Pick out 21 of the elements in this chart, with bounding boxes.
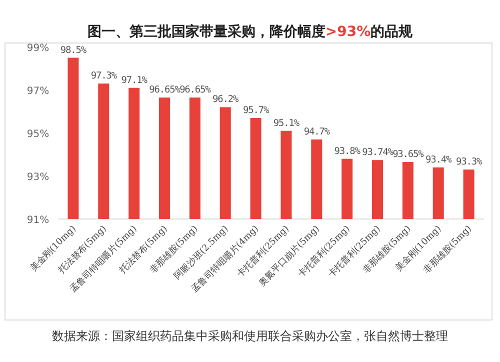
data-label: 94.7%	[304, 126, 330, 138]
data-label: 93.65%	[392, 149, 424, 160]
chart-title: 图一、第三批国家带量采购，降价幅度>93%的品规	[87, 23, 414, 40]
y-tick-label: 99%	[26, 43, 50, 54]
data-label: 93.4%	[426, 154, 452, 166]
y-tick-label: 97%	[26, 86, 50, 97]
y-tick-label: 91%	[26, 215, 50, 226]
data-label: 98.5%	[60, 44, 87, 56]
data-label: 95.1%	[273, 118, 300, 129]
data-label: 97.3%	[90, 70, 118, 82]
data-label: 96.65%	[180, 84, 212, 96]
y-tick-label: 95%	[26, 129, 50, 140]
data-label: 93.8%	[334, 146, 361, 157]
data-label: 93.74%	[362, 147, 394, 158]
data-label: 96.65%	[149, 84, 181, 96]
data-label: 93.3%	[456, 156, 482, 168]
data-label: 95.7%	[242, 104, 270, 116]
y-tick-label: 93%	[26, 172, 50, 183]
data-label: 97.1%	[121, 74, 148, 86]
data-label: 96.2%	[212, 94, 240, 106]
source-note: 数据来源：国家组织药品集中采购和使用联合采购办公室，张自然博士整理	[52, 329, 448, 343]
